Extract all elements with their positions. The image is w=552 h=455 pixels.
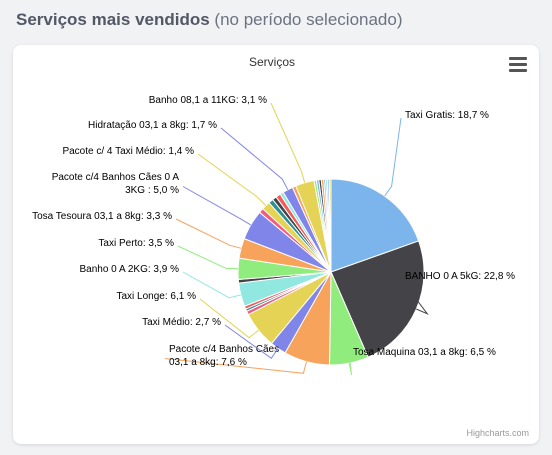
chart-card: Serviços Taxi Gratis: 18,7 % BANHO 0 A 5k… xyxy=(13,45,539,444)
credits-link[interactable]: Highcharts.com xyxy=(466,428,529,438)
data-label: Taxi Gratis: 18,7 % xyxy=(405,110,489,121)
label-connector xyxy=(175,218,242,249)
label-connector xyxy=(400,278,429,316)
menu-line xyxy=(509,69,527,72)
chart-title: Serviços xyxy=(249,55,295,69)
data-label: Pacote c/4 Banhos Cães 0 A 3KG : 5,0 % xyxy=(52,172,180,196)
label-connector xyxy=(197,153,267,206)
menu-line xyxy=(509,63,527,66)
label-connector xyxy=(220,127,289,190)
data-label: Banho 0 A 2KG: 3,9 % xyxy=(79,264,179,275)
pie-slice[interactable] xyxy=(328,178,332,273)
data-label: Tosa Tesoura 03,1 a 8kg: 3,3 % xyxy=(32,211,172,222)
label-connector xyxy=(177,245,239,270)
label-connector xyxy=(270,102,306,183)
data-label: Taxi Médio: 2,7 % xyxy=(142,317,221,328)
pie-chart: Serviços Taxi Gratis: 18,7 % BANHO 0 A 5k… xyxy=(32,55,515,376)
page-heading: Serviços mais vendidos (no período selec… xyxy=(16,10,403,30)
menu-line xyxy=(509,57,527,60)
pie-slices xyxy=(237,178,425,366)
page-heading-subtitle: (no período selecionado) xyxy=(209,10,403,29)
pie-labels: Taxi Gratis: 18,7 % BANHO 0 A 5kG: 22,8 %… xyxy=(32,95,515,376)
data-label: Pacote c/ 4 Taxi Médio: 1,4 % xyxy=(62,146,194,157)
hamburger-menu-icon[interactable] xyxy=(509,57,527,73)
data-label: BANHO 0 A 5kG: 22,8 % xyxy=(405,271,515,282)
page-heading-bold: Serviços mais vendidos xyxy=(16,10,210,29)
label-connector xyxy=(384,117,402,197)
pie-slice[interactable] xyxy=(330,178,420,273)
label-connector xyxy=(164,358,307,374)
label-connector xyxy=(182,186,252,226)
label-connector xyxy=(224,324,279,360)
label-connector xyxy=(182,271,242,299)
data-label: Taxi Perto: 3,5 % xyxy=(98,238,174,249)
data-label: Pacote c/4 Banhos Cães 03,1 a 8kg: 7,6 % xyxy=(169,344,279,368)
data-label: Tosa Maquina 03,1 a 8kg: 6,5 % xyxy=(353,347,496,358)
label-connector xyxy=(199,298,259,339)
data-label: Banho 08,1 a 11KG: 3,1 % xyxy=(149,95,267,106)
data-label: Hidratação 03,1 a 8kg: 1,7 % xyxy=(88,120,217,131)
label-connector xyxy=(348,354,353,376)
data-label: Taxi Longe: 6,1 % xyxy=(117,291,197,302)
